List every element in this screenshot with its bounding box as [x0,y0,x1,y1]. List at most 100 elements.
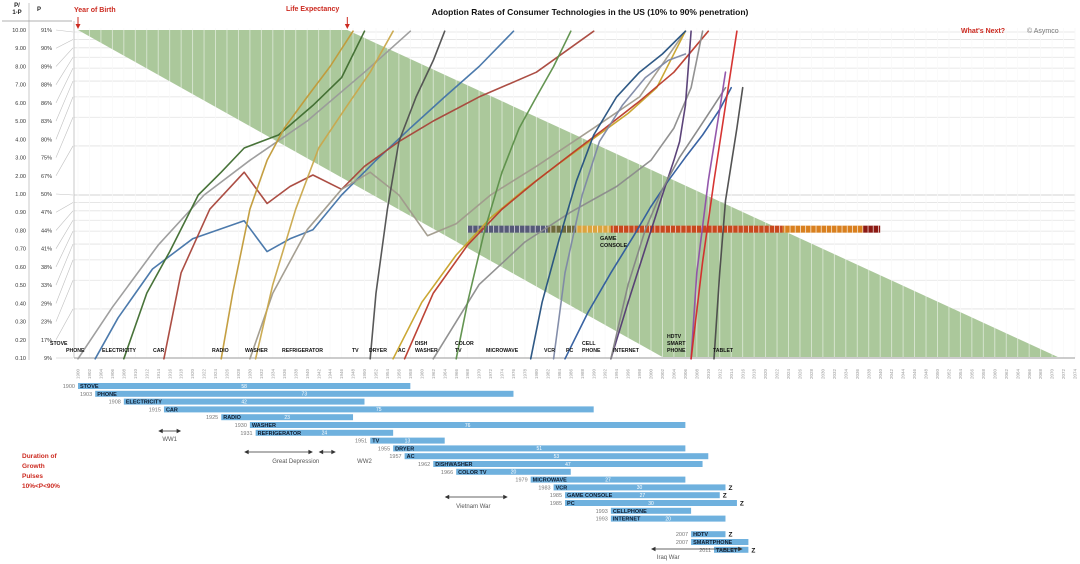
curve-label-color: COLOR [455,341,474,347]
gantt-name-label: VCR [556,485,568,491]
war-arrowhead-right [176,428,182,434]
pct-tick-label: 44% [41,228,52,234]
gantt-duration-value: 76 [465,423,471,429]
series-line-refrigerator [254,30,394,360]
gantt-year-label: 1915 [149,407,161,413]
odds-tick-label: 0.90 [15,210,26,216]
gantt-bar-car [163,406,594,413]
gantt-duration-value: 27 [640,493,646,499]
year-tick-1902: 1902 [87,368,92,379]
curve-label-vcr: VCR [544,348,555,354]
year-tick-2030: 2030 [820,368,825,379]
odds-tick-label: 7.00 [15,83,26,89]
gantt-bar-stove [78,383,411,389]
year-tick-1972: 1972 [488,368,493,379]
year-tick-2048: 2048 [924,368,929,379]
year-tick-1928: 1928 [236,368,241,379]
pct-tick-label: 38% [41,265,52,271]
year-tick-1912: 1912 [144,368,149,379]
gantt-bar-tablet [714,546,749,553]
gantt-z-mark: Z [723,493,727,500]
year-tick-2010: 2010 [706,368,711,379]
odds-tick-label: 4.00 [15,137,26,143]
gantt-year-label: 2007 [676,540,688,546]
series-line-internet [610,86,727,360]
year-tick-2062: 2062 [1004,368,1009,379]
year-tick-1954: 1954 [385,368,390,379]
year-tick-2068: 2068 [1038,368,1043,379]
tick-leader-line [55,202,74,213]
year-tick-1938: 1938 [293,368,298,379]
war-label-iraq-war: Iraq War [657,555,680,561]
series-line-radio [220,30,354,360]
year-tick-2046: 2046 [912,368,917,379]
red-annotation-arrowhead [75,24,81,29]
gantt-bar-hdtv [691,531,726,538]
gantt-bar-internet [610,515,726,522]
year-tick-2002: 2002 [660,368,665,379]
pct-tick-label: 88% [41,83,52,89]
year-tick-2018: 2018 [752,368,757,379]
gantt-z-mark: Z [751,547,755,554]
year-tick-1926: 1926 [225,368,230,379]
year-tick-2000: 2000 [649,368,654,379]
gantt-bar-radio [221,414,354,421]
series-line-hdtv [690,71,727,360]
year-tick-1962: 1962 [431,368,436,379]
year-tick-1980: 1980 [534,368,539,379]
tick-leader-line [55,29,74,33]
pct-tick-label: 23% [41,320,52,326]
series-line-ac [403,30,710,360]
gantt-name-label: CAR [166,407,178,413]
game-console-strip-segment [782,225,863,233]
gantt-year-label: 1900 [63,384,75,390]
year-tick-2028: 2028 [809,368,814,379]
war-arrowhead-left [158,428,163,434]
year-tick-2050: 2050 [935,368,940,379]
year-tick-2024: 2024 [786,368,791,379]
curve-label-phone: PHONE [66,348,85,354]
year-tick-2032: 2032 [832,368,837,379]
curve-label-washer: WASHER [245,348,268,354]
tick-leader-line [55,80,74,122]
curve-label-dish: DISH [415,341,428,347]
year-tick-2026: 2026 [798,368,803,379]
year-tick-2040: 2040 [878,368,883,379]
war-arrowhead-left [318,449,324,455]
gantt-bar-vcr [553,484,726,491]
year-tick-2044: 2044 [901,368,906,379]
gantt-name-label: PHONE [97,392,117,398]
curve-label-tv: TV [352,348,359,354]
series-line-color-tv [455,30,572,360]
gantt-bar-dryer [393,445,686,452]
gantt-bar-cellphone [610,507,692,514]
year-tick-1998: 1998 [637,368,642,379]
pct-tick-label: 67% [41,174,52,180]
curve-label-car: CAR [153,348,164,354]
tick-leader-line [55,96,74,140]
game-console-strip-segment [862,225,881,233]
year-tick-1976: 1976 [511,368,516,379]
odds-tick-label: 0.70 [15,247,26,253]
year-tick-1948: 1948 [351,368,356,379]
gantt-bar-phone [95,390,514,397]
year-tick-1960: 1960 [419,368,424,379]
tick-leader-line [55,117,74,158]
year-tick-2064: 2064 [1015,368,1020,379]
odds-tick-label: 10.00 [12,28,26,34]
gantt-bar-microwave [530,476,686,483]
gantt-name-label: HDTV [693,532,708,538]
year-tick-1986: 1986 [568,368,573,379]
gantt-duration-value: 20 [511,470,517,476]
gantt-year-label: 1908 [109,400,121,406]
year-tick-1990: 1990 [591,368,596,379]
curve-label-internet: INTERNET [613,348,640,354]
gantt-year-label: 1985 [550,493,562,499]
gantt-year-label: 1955 [378,446,390,452]
war-arrowhead-right [331,449,336,455]
gantt-year-label: 1957 [389,454,401,460]
gantt-year-label: 1993 [596,517,608,523]
year-tick-2034: 2034 [843,368,848,379]
war-label-ww2: WW2 [357,459,372,465]
